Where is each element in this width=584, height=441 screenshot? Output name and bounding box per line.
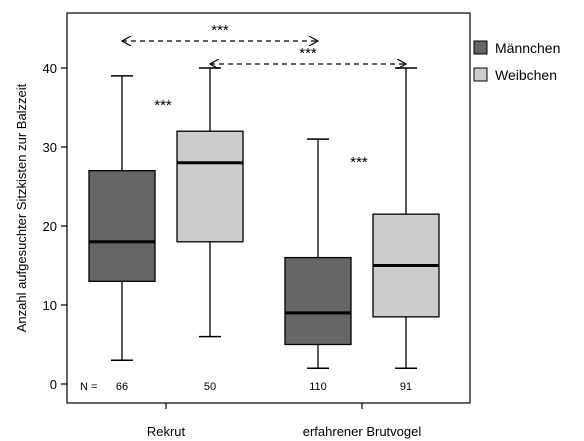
y-tick-label: 30 <box>43 140 57 155</box>
x-axis: Rekrut erfahrener Brutvogel <box>147 403 422 439</box>
y-axis-title: Anzahl aufgesuchter Sitzkisten zur Balzz… <box>14 83 29 332</box>
legend-swatch <box>473 67 488 82</box>
significance-between-label: *** <box>211 22 229 39</box>
boxes-layer <box>88 67 440 369</box>
box-0-0 <box>88 75 156 362</box>
legend-label: Weibchen <box>495 67 557 83</box>
legend-label: Männchen <box>495 40 560 56</box>
n-count-label: 66 <box>116 381 128 393</box>
n-count-label: 91 <box>400 381 412 393</box>
iqr-box <box>176 130 244 243</box>
y-axis: 0 10 20 30 40 <box>43 61 67 392</box>
n-labels-layer: 66 110 50 91 N = <box>80 381 412 393</box>
legend: Männchen Weibchen <box>473 40 560 83</box>
significance-within-label: *** <box>350 154 368 171</box>
plot-frame <box>66 12 471 404</box>
y-tick-label: 0 <box>50 377 57 392</box>
significance-between-label: *** <box>299 45 317 62</box>
n-count-label: 50 <box>204 381 216 393</box>
n-prefix-label: N = <box>80 381 97 393</box>
y-tick-label: 40 <box>43 61 57 76</box>
x-category-label: erfahrener Brutvogel <box>303 424 422 439</box>
box-1-1 <box>372 67 440 369</box>
significance-within-label: *** <box>154 97 172 114</box>
iqr-box <box>284 256 352 346</box>
significance-layer: *** *** *** *** <box>122 22 406 171</box>
box-1-0 <box>176 67 244 338</box>
legend-swatch <box>473 40 488 55</box>
iqr-box <box>88 170 156 282</box>
n-count-label: 110 <box>309 381 327 393</box>
y-tick-label: 20 <box>43 219 57 234</box>
y-tick-label: 10 <box>43 298 57 313</box>
box-0-1 <box>284 138 352 369</box>
x-category-label: Rekrut <box>147 424 186 439</box>
